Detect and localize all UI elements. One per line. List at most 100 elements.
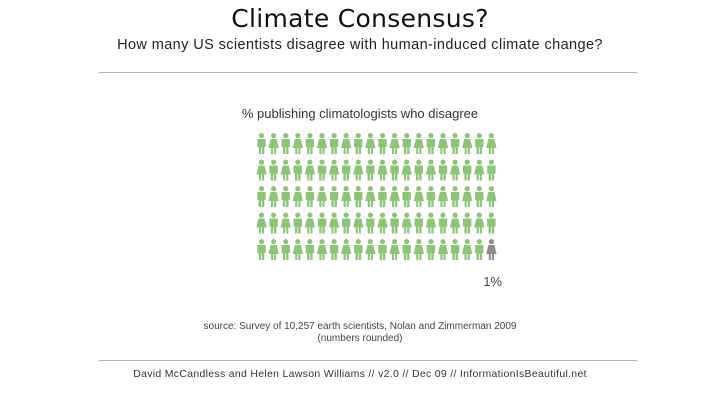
person-head <box>331 186 337 192</box>
agree-person-icon <box>341 239 352 260</box>
person-head <box>404 212 410 218</box>
person-head <box>416 133 422 139</box>
person-head <box>452 239 458 245</box>
person-head <box>319 159 325 165</box>
person-head <box>258 133 265 139</box>
person-head <box>416 186 422 192</box>
agree-person-icon <box>425 159 437 181</box>
person-head <box>488 186 494 192</box>
person-body <box>268 245 279 260</box>
agree-person-icon <box>486 133 497 154</box>
person-head <box>355 212 361 218</box>
person-body <box>257 245 266 260</box>
agree-person-icon <box>365 239 376 260</box>
person-body <box>377 165 388 181</box>
person-head <box>404 159 410 165</box>
person-head <box>428 186 434 192</box>
agree-person-icon <box>366 212 375 234</box>
person-body <box>463 165 472 181</box>
agree-person-icon <box>390 159 399 181</box>
person-head <box>440 186 446 192</box>
person-body <box>354 192 363 207</box>
agree-person-icon <box>366 159 375 181</box>
agree-person-icon <box>329 133 339 154</box>
agree-person-icon <box>413 239 424 260</box>
person-head <box>271 133 277 139</box>
person-head <box>379 212 386 218</box>
person-head <box>428 159 434 165</box>
agree-person-icon <box>462 239 473 260</box>
person-body <box>475 139 484 154</box>
person-head <box>283 212 289 218</box>
agree-person-icon <box>486 186 497 207</box>
person-body <box>390 165 399 181</box>
agree-person-icon <box>305 133 315 154</box>
person-head <box>404 239 410 245</box>
agree-person-icon <box>268 133 279 154</box>
person-head <box>283 239 289 245</box>
person-body <box>342 218 351 234</box>
person-body <box>474 218 485 234</box>
person-head <box>404 133 410 139</box>
person-body <box>413 192 424 207</box>
agree-person-icon <box>475 133 484 154</box>
source-note: source: Survey of 10,257 earth scientist… <box>0 321 720 345</box>
person-body <box>293 165 302 181</box>
agree-person-icon <box>256 159 267 181</box>
person-head <box>307 186 313 192</box>
person-head <box>367 186 373 192</box>
agree-person-icon <box>389 239 400 260</box>
person-head <box>392 186 398 192</box>
person-body <box>317 165 327 181</box>
person-head <box>440 159 446 165</box>
person-head <box>331 239 337 245</box>
agree-person-icon <box>280 159 291 181</box>
person-head <box>355 186 361 192</box>
person-body <box>401 218 412 234</box>
person-body <box>425 165 437 181</box>
credit-line: David McCandless and Helen Lawson Willia… <box>133 368 587 380</box>
agree-person-icon <box>329 239 339 260</box>
person-body <box>256 218 267 234</box>
person-body <box>280 165 291 181</box>
person-body <box>437 245 449 260</box>
person-head <box>416 159 422 165</box>
agree-person-icon <box>354 133 363 154</box>
person-head <box>440 239 446 245</box>
agree-person-icon <box>281 239 290 260</box>
person-head <box>319 186 325 192</box>
person-head <box>476 186 482 192</box>
person-head <box>464 186 470 192</box>
agree-person-icon <box>463 212 472 234</box>
person-head <box>488 239 494 245</box>
person-body <box>257 139 266 154</box>
person-head <box>379 133 386 139</box>
person-body <box>462 139 473 154</box>
agree-person-icon <box>353 212 364 234</box>
person-head <box>307 159 313 165</box>
person-body <box>414 165 423 181</box>
agree-person-icon <box>437 239 449 260</box>
chart-title: % publishing climatologists who disagree <box>241 106 479 121</box>
top-divider <box>99 72 637 73</box>
person-head <box>258 212 265 218</box>
agree-person-icon <box>377 212 388 234</box>
person-head <box>476 239 482 245</box>
person-body <box>269 218 278 234</box>
person-body <box>474 165 485 181</box>
person-head <box>488 212 494 218</box>
agree-person-icon <box>257 133 266 154</box>
agree-person-icon <box>353 159 364 181</box>
person-head <box>452 186 458 192</box>
person-body <box>413 139 424 154</box>
person-head <box>416 239 422 245</box>
agree-person-icon <box>413 186 424 207</box>
agree-person-icon <box>328 159 340 181</box>
disagree-person-icon <box>486 239 497 260</box>
person-head <box>464 159 470 165</box>
agree-person-icon <box>462 133 473 154</box>
bottom-divider <box>99 360 637 361</box>
agree-person-icon <box>342 159 351 181</box>
person-head <box>307 239 313 245</box>
person-body <box>354 245 363 260</box>
